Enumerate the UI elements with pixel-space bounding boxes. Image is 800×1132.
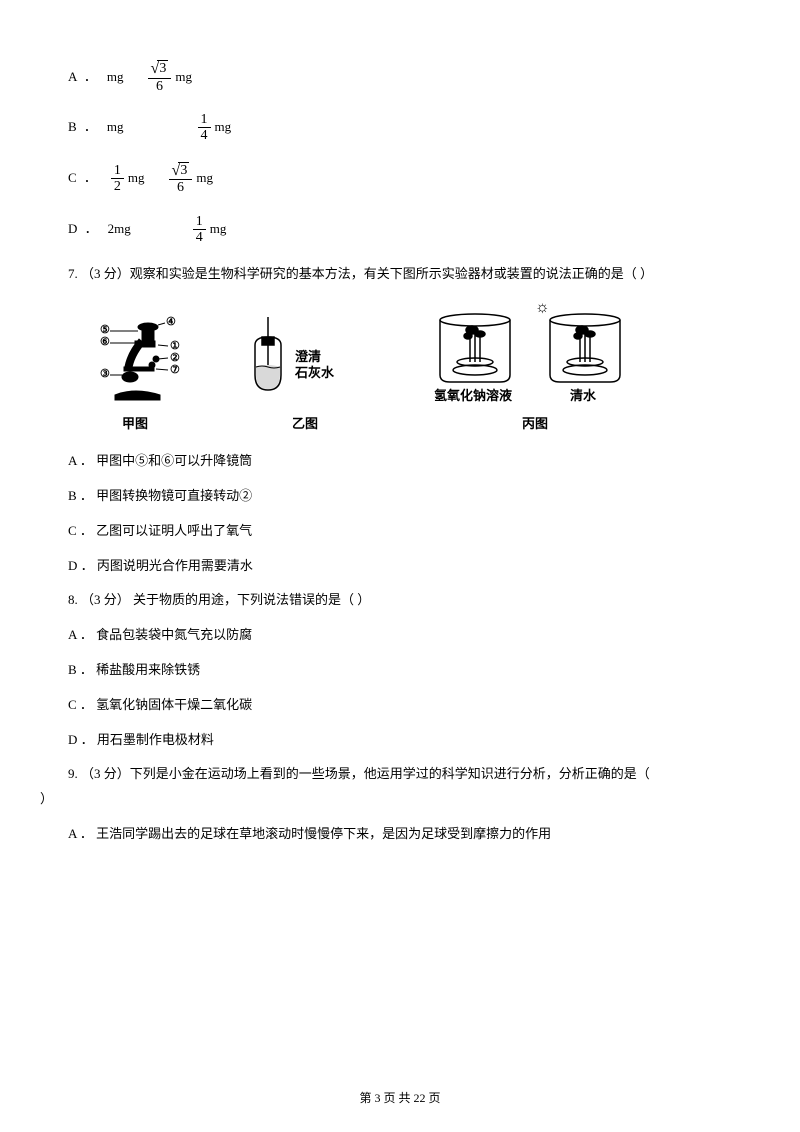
fraction: √3 6 [169, 162, 193, 196]
figure-b-caption: 乙图 [292, 414, 318, 435]
microscope-icon: ④ ⑤ ⑥ ① ② ⑦ ③ [80, 315, 190, 410]
q7-option-c: C ． 乙图可以证明人呼出了氧气 [68, 521, 760, 542]
opt-b-t1: mg [107, 117, 124, 138]
opt-c-t1: mg [128, 168, 145, 189]
svg-text:⑥: ⑥ [100, 336, 110, 348]
q6-option-d: D ． 2mg 1 4 mg [68, 214, 760, 246]
q7-option-b: B ． 甲图转换物镜可直接转动② [68, 486, 760, 507]
q9-stem-line1: 9. （3 分）下列是小金在运动场上看到的一些场景，他运用学过的科学知识进行分析… [68, 764, 760, 785]
q8-option-d: D ． 用石墨制作电极材料 [68, 730, 760, 751]
svg-text:清水: 清水 [570, 388, 597, 403]
opt-letter: D ． [68, 219, 100, 240]
q6-option-c: C ． 1 2 mg √3 6 mg [68, 162, 760, 196]
opt-a-t2: mg [175, 67, 192, 88]
q7-option-a: A ． 甲图中⑤和⑥可以升降镜筒 [68, 451, 760, 472]
figure-a-caption: 甲图 [122, 414, 148, 435]
q8-option-b: B ． 稀盐酸用来除铁锈 [68, 660, 760, 681]
q8-option-c: C ． 氢氧化钠固体干燥二氧化碳 [68, 695, 760, 716]
opt-b-t2: mg [215, 117, 232, 138]
opt-letter: C ． [68, 168, 99, 189]
svg-text:①: ① [170, 340, 180, 352]
flask-icon: 澄清 石灰水 [240, 315, 370, 410]
svg-text:③: ③ [100, 368, 110, 380]
q8-stem: 8. （3 分） 关于物质的用途，下列说法错误的是（ ） [68, 590, 760, 611]
q7-option-d: D ． 丙图说明光合作用需要清水 [68, 556, 760, 577]
figure-a: ④ ⑤ ⑥ ① ② ⑦ ③ 甲图 [80, 315, 190, 435]
figure-c: ☼ 氢氧化钠溶液 [420, 300, 650, 435]
fraction: 1 2 [111, 163, 124, 195]
svg-text:石灰水: 石灰水 [294, 365, 335, 380]
fraction: √3 6 [148, 60, 172, 94]
figure-c-caption: 丙图 [522, 414, 548, 435]
opt-c-t2: mg [196, 168, 213, 189]
q6-option-a: A ． mg √3 6 mg [68, 60, 760, 94]
opt-letter: B ． [68, 117, 99, 138]
svg-text:⑤: ⑤ [100, 324, 110, 336]
opt-d-t1: 2mg [108, 219, 131, 240]
opt-d-t2: mg [210, 219, 227, 240]
opt-a-t1: mg [107, 67, 124, 88]
q7-stem: 7. （3 分）观察和实验是生物科学研究的基本方法，有关下图所示实验器材或装置的… [68, 264, 760, 285]
figure-b: 澄清 石灰水 乙图 [240, 315, 370, 435]
jars-icon: ☼ 氢氧化钠溶液 [420, 300, 650, 410]
svg-text:④: ④ [166, 316, 176, 328]
svg-text:☼: ☼ [535, 300, 550, 316]
svg-text:澄清: 澄清 [295, 349, 321, 364]
svg-text:⑦: ⑦ [170, 364, 180, 376]
q8-option-a: A ． 食品包装袋中氮气充以防腐 [68, 625, 760, 646]
q7-figures: ④ ⑤ ⑥ ① ② ⑦ ③ 甲图 [80, 300, 760, 435]
q9-option-a: A ． 王浩同学踢出去的足球在草地滚动时慢慢停下来，是因为足球受到摩擦力的作用 [68, 824, 760, 845]
page-footer: 第 3 页 共 22 页 [0, 1089, 800, 1108]
q6-option-b: B ． mg 1 4 mg [68, 112, 760, 144]
svg-text:氢氧化钠溶液: 氢氧化钠溶液 [434, 388, 512, 403]
fraction: 1 4 [198, 112, 211, 144]
opt-letter: A ． [68, 67, 99, 88]
fraction: 1 4 [193, 214, 206, 246]
svg-text:②: ② [170, 352, 180, 364]
q9-stem-line2: ） [40, 789, 760, 810]
